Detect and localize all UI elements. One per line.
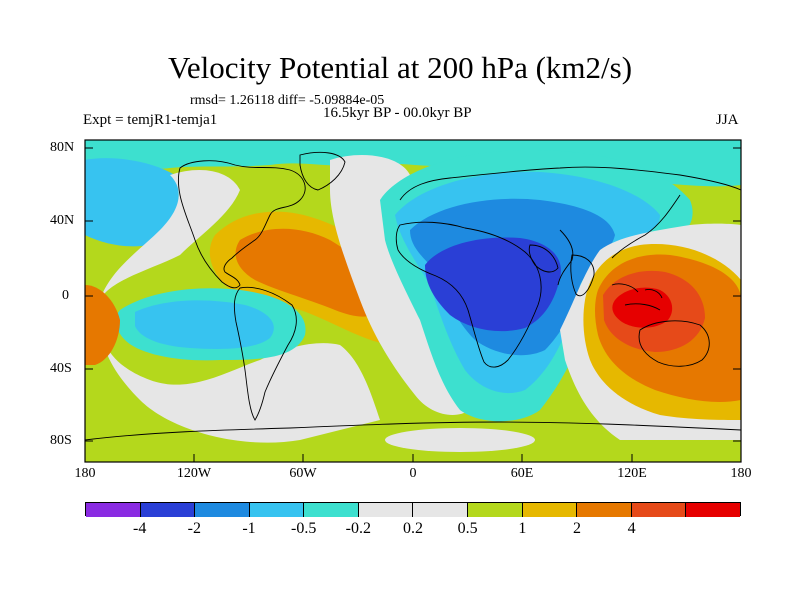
coast-greenland (299, 151, 346, 191)
colorbar (85, 502, 741, 517)
colorbar-cell (195, 503, 250, 517)
lon-label-0: 0 (409, 466, 417, 481)
lon-label-120e: 120E (617, 466, 647, 481)
experiment-label: Expt = temjR1-temja1 (83, 112, 218, 128)
field-north-pacific-blue (85, 158, 179, 247)
coast-se-asia-islands (611, 283, 663, 311)
coast-africa (395, 221, 542, 368)
coastlines (85, 151, 741, 441)
field-atlantic-orange (235, 228, 385, 317)
contour-field (85, 140, 741, 462)
field-neutral-west (99, 170, 381, 443)
colorbar-cell (413, 503, 469, 517)
axis-ticks (84, 147, 742, 462)
colorbar-label: 4 (627, 520, 636, 537)
colorbar-cell (631, 503, 687, 517)
colorbar-cell (686, 503, 740, 517)
colorbar-label: -0.2 (345, 520, 371, 537)
coast-north-america (178, 160, 306, 289)
field-south-pacific-blue (135, 300, 274, 349)
coast-antarctica (85, 421, 741, 441)
colorbar-label: -2 (187, 520, 201, 537)
coast-south-america (233, 286, 297, 421)
colorbar-cell (468, 503, 523, 517)
stats-text: rmsd= 1.26118 diff= -5.09884e-05 (190, 93, 385, 108)
lat-label-0: 0 (62, 288, 69, 303)
coast-australia (638, 320, 710, 367)
colorbar-cell (304, 503, 359, 517)
colorbar-label: 2 (573, 520, 581, 537)
colorbar-cell (577, 503, 632, 517)
field-east-pacific-orange (85, 285, 120, 365)
season-label: JJA (716, 112, 739, 128)
colorbar-cell (522, 503, 578, 517)
lat-label-40n: 40N (50, 213, 75, 228)
lat-label-80s: 80S (50, 433, 72, 448)
colorbar-cell (86, 503, 141, 517)
lat-label-40s: 40S (50, 361, 72, 376)
lon-label-60w: 60W (289, 466, 317, 481)
plot-title: Velocity Potential at 200 hPa (km2/s) (167, 50, 633, 85)
colorbar-label: -1 (242, 520, 256, 537)
lon-label-120w: 120W (176, 466, 212, 481)
colorbar-label: 0.5 (457, 520, 478, 537)
colorbar-label: -0.5 (290, 520, 317, 537)
lon-label-180e: 180 (730, 466, 752, 481)
colorbar-cell (358, 503, 414, 517)
lon-label-60e: 60E (510, 466, 534, 481)
coast-india (570, 254, 595, 297)
field-maritime-red (612, 287, 673, 328)
colorbar-cell (140, 503, 196, 517)
field-africa-dark-blue (425, 237, 561, 332)
period-label: 16.5kyr BP - 00.0kyr BP (323, 105, 472, 121)
coast-eurasia (399, 166, 741, 286)
lat-label-80n: 80N (50, 140, 75, 155)
colorbar-cell (249, 503, 305, 517)
colorbar-label: 1 (518, 520, 527, 537)
lon-label-180w: 180 (74, 466, 96, 481)
coast-arabia (528, 244, 559, 273)
colorbar-label: -4 (132, 520, 147, 537)
field-antarctic-neutral (385, 428, 535, 452)
colorbar-label: 0.2 (403, 520, 423, 537)
